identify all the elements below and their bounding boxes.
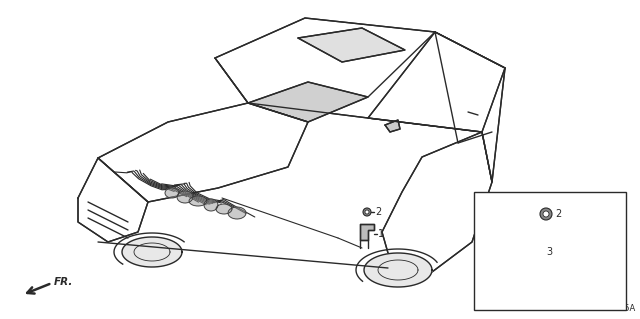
Circle shape — [365, 210, 369, 214]
Polygon shape — [216, 204, 232, 214]
Polygon shape — [510, 232, 532, 254]
Text: TL24E0705A: TL24E0705A — [583, 304, 635, 313]
Polygon shape — [78, 158, 148, 242]
Polygon shape — [248, 82, 368, 122]
Circle shape — [363, 208, 371, 216]
Polygon shape — [204, 199, 218, 211]
Circle shape — [540, 208, 552, 220]
Polygon shape — [382, 132, 492, 272]
Circle shape — [543, 211, 549, 217]
Text: FR.: FR. — [54, 277, 74, 287]
Polygon shape — [215, 18, 505, 132]
Text: 3: 3 — [546, 247, 552, 257]
Polygon shape — [364, 253, 432, 287]
Bar — [474, 192, 626, 310]
Polygon shape — [360, 224, 374, 240]
Polygon shape — [122, 237, 182, 267]
Polygon shape — [228, 207, 246, 219]
Polygon shape — [177, 191, 193, 203]
Polygon shape — [385, 120, 400, 132]
Polygon shape — [368, 32, 505, 182]
Polygon shape — [189, 196, 207, 206]
Polygon shape — [503, 217, 543, 264]
Text: 2: 2 — [555, 209, 561, 219]
Polygon shape — [165, 188, 179, 198]
Text: 2: 2 — [375, 207, 381, 217]
Text: 1: 1 — [378, 229, 384, 239]
Polygon shape — [298, 28, 405, 62]
Polygon shape — [98, 103, 308, 202]
